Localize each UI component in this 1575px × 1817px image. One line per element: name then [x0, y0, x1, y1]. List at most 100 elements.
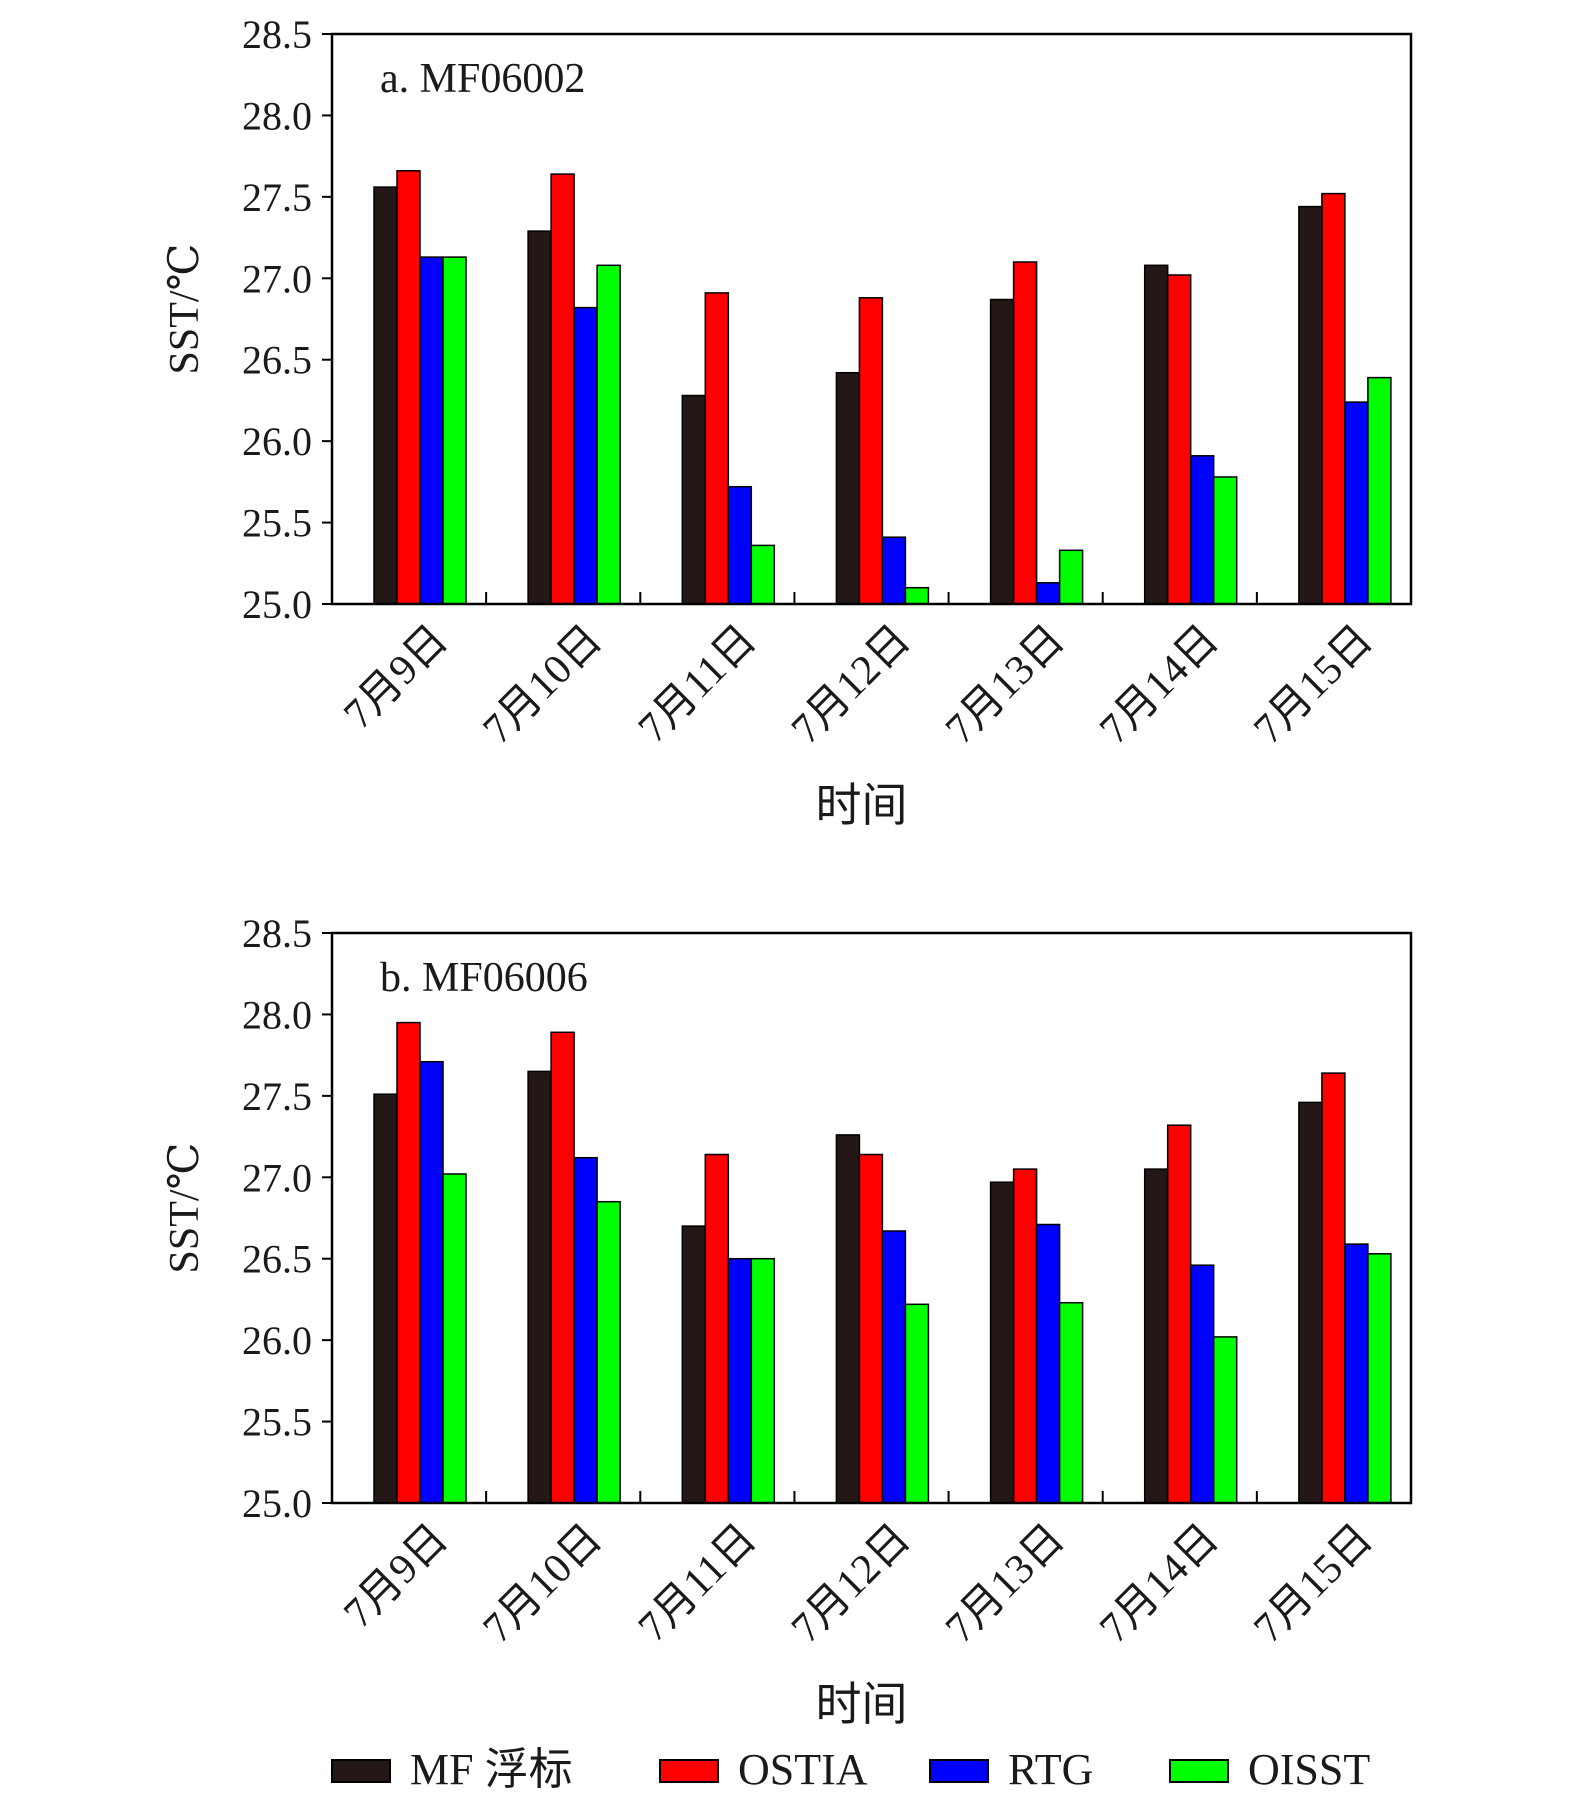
bar-mf-7	[1298, 205, 1323, 605]
y-tick-label: 28.5	[242, 12, 312, 57]
legend: MF 浮标 OSTIA RTG OISST	[331, 1745, 1370, 1794]
y-tick-label: 25.5	[242, 1400, 312, 1445]
bar-mf-2	[527, 1070, 552, 1504]
x-tick-label: 7月14日	[1091, 1516, 1227, 1652]
legend-label-rtg: RTG	[1008, 1745, 1093, 1794]
y-tick-label: 25.5	[242, 501, 312, 546]
x-tick-label: 7月10日	[475, 1516, 611, 1652]
x-tick-label: 7月11日	[630, 1516, 765, 1651]
y-tick-label: 25.0	[242, 582, 312, 627]
y-tick-label: 26.5	[242, 338, 312, 383]
bar-rtg-1	[419, 256, 444, 605]
bar-rtg-5	[1035, 1223, 1061, 1504]
bar-mf-2	[527, 230, 552, 605]
x-tick-label: 7月13日	[937, 617, 1073, 753]
y-tick-label: 28.5	[242, 911, 312, 956]
y-tick-label: 28.0	[242, 93, 312, 138]
bar-mf-6	[1143, 1168, 1169, 1504]
y-axis-title: SST/℃	[162, 1142, 208, 1273]
bar-oisst-1	[442, 256, 467, 605]
bar-rtg-6	[1189, 1264, 1215, 1504]
plot-frame	[330, 931, 1413, 1505]
bar-rtg-7	[1344, 1243, 1369, 1504]
bar-rtg-2	[573, 1156, 598, 1504]
bar-oisst-7	[1367, 1253, 1392, 1504]
x-tick-label: 7月12日	[783, 617, 919, 753]
bar-ostia-4	[858, 297, 884, 605]
bar-oisst-1	[442, 1173, 467, 1504]
bar-ostia-1	[396, 1021, 421, 1504]
legend-swatch-mf	[331, 1759, 391, 1783]
x-tick-label: 7月12日	[783, 1516, 919, 1652]
bar-oisst-6	[1212, 1336, 1238, 1504]
bar-oisst-7	[1367, 376, 1392, 605]
bar-oisst-5	[1058, 1301, 1084, 1504]
bar-ostia-5	[1012, 1168, 1038, 1504]
plot-frame	[330, 32, 1413, 606]
bar-mf-7	[1298, 1101, 1323, 1504]
legend-swatch-oisst	[1169, 1759, 1229, 1783]
bar-mf-4	[835, 371, 861, 605]
y-tick-label: 27.0	[242, 1155, 312, 1200]
y-tick-label: 27.0	[242, 256, 312, 301]
x-tick-label: 7月15日	[1245, 617, 1381, 753]
bar-rtg-4	[881, 1230, 907, 1504]
bar-ostia-3	[704, 292, 730, 605]
bar-ostia-4	[858, 1153, 884, 1504]
bar-mf-3	[681, 1225, 707, 1504]
bar-mf-5	[989, 1181, 1015, 1504]
bar-oisst-6	[1212, 476, 1238, 605]
x-tick-label: 7月9日	[335, 1516, 457, 1638]
bar-ostia-2	[550, 173, 575, 605]
legend-label-ostia: OSTIA	[738, 1745, 868, 1794]
bar-rtg-3	[727, 485, 753, 605]
x-tick-label: 7月9日	[335, 617, 457, 739]
x-tick-label: 7月14日	[1091, 617, 1227, 753]
bar-oisst-4	[904, 586, 930, 605]
panel-label: a. MF06002	[380, 56, 585, 102]
bar-mf-5	[989, 298, 1015, 605]
bar-ostia-6	[1166, 274, 1192, 605]
bar-oisst-3	[750, 544, 776, 605]
bar-rtg-1	[419, 1060, 444, 1504]
y-tick-label: 27.5	[242, 175, 312, 220]
y-tick-label: 26.0	[242, 419, 312, 464]
x-axis-title: 时间	[816, 1679, 908, 1730]
panel-label: b. MF06006	[380, 955, 588, 1001]
y-tick-label: 25.0	[242, 1481, 312, 1526]
panel-a: 25.0 25.5 26.0 26.5 27.0 27.5 28.0 28.5 7月9日 7月10…	[162, 12, 1413, 831]
bar-rtg-5	[1035, 582, 1061, 605]
bar-mf-3	[681, 394, 707, 605]
bar-ostia-2	[550, 1031, 575, 1504]
bar-oisst-2	[596, 1200, 621, 1504]
bar-rtg-7	[1344, 401, 1369, 605]
legend-label-oisst: OISST	[1248, 1745, 1370, 1794]
bar-oisst-4	[904, 1303, 930, 1504]
bar-ostia-5	[1012, 261, 1038, 605]
bar-ostia-3	[704, 1153, 730, 1504]
y-tick-label: 26.0	[242, 1318, 312, 1363]
x-tick-label: 7月11日	[630, 617, 765, 752]
x-axis-title: 时间	[816, 780, 908, 831]
bar-ostia-7	[1321, 192, 1346, 605]
x-tick-label: 7月13日	[937, 1516, 1073, 1652]
y-axis-title: SST/℃	[162, 243, 208, 374]
panel-b: 25.0 25.5 26.0 26.5 27.0 27.5 28.0 28.5 7月9日 7月10…	[162, 911, 1413, 1730]
bar-rtg-2	[573, 306, 598, 605]
bar-ostia-7	[1321, 1072, 1346, 1504]
x-tick-label: 7月15日	[1245, 1516, 1381, 1652]
bar-rtg-6	[1189, 455, 1215, 605]
bar-oisst-2	[596, 264, 621, 605]
legend-swatch-ostia	[659, 1759, 719, 1783]
bar-mf-4	[835, 1134, 861, 1504]
y-tick-label: 26.5	[242, 1237, 312, 1282]
bar-ostia-6	[1166, 1124, 1192, 1504]
bar-mf-1	[373, 1093, 398, 1504]
y-tick-label: 28.0	[242, 992, 312, 1037]
bar-mf-6	[1143, 264, 1169, 605]
bar-rtg-4	[881, 536, 907, 605]
bar-ostia-1	[396, 170, 421, 605]
bar-oisst-3	[750, 1257, 776, 1504]
y-tick-label: 27.5	[242, 1074, 312, 1119]
